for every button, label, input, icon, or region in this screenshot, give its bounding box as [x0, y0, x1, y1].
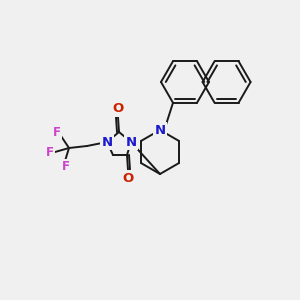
Text: N: N [154, 124, 166, 136]
Text: F: F [53, 125, 61, 139]
Text: N: N [101, 136, 112, 148]
Text: N: N [125, 136, 136, 148]
Text: F: F [46, 146, 54, 158]
Text: F: F [62, 160, 70, 172]
Text: O: O [112, 103, 124, 116]
Text: O: O [122, 172, 134, 184]
